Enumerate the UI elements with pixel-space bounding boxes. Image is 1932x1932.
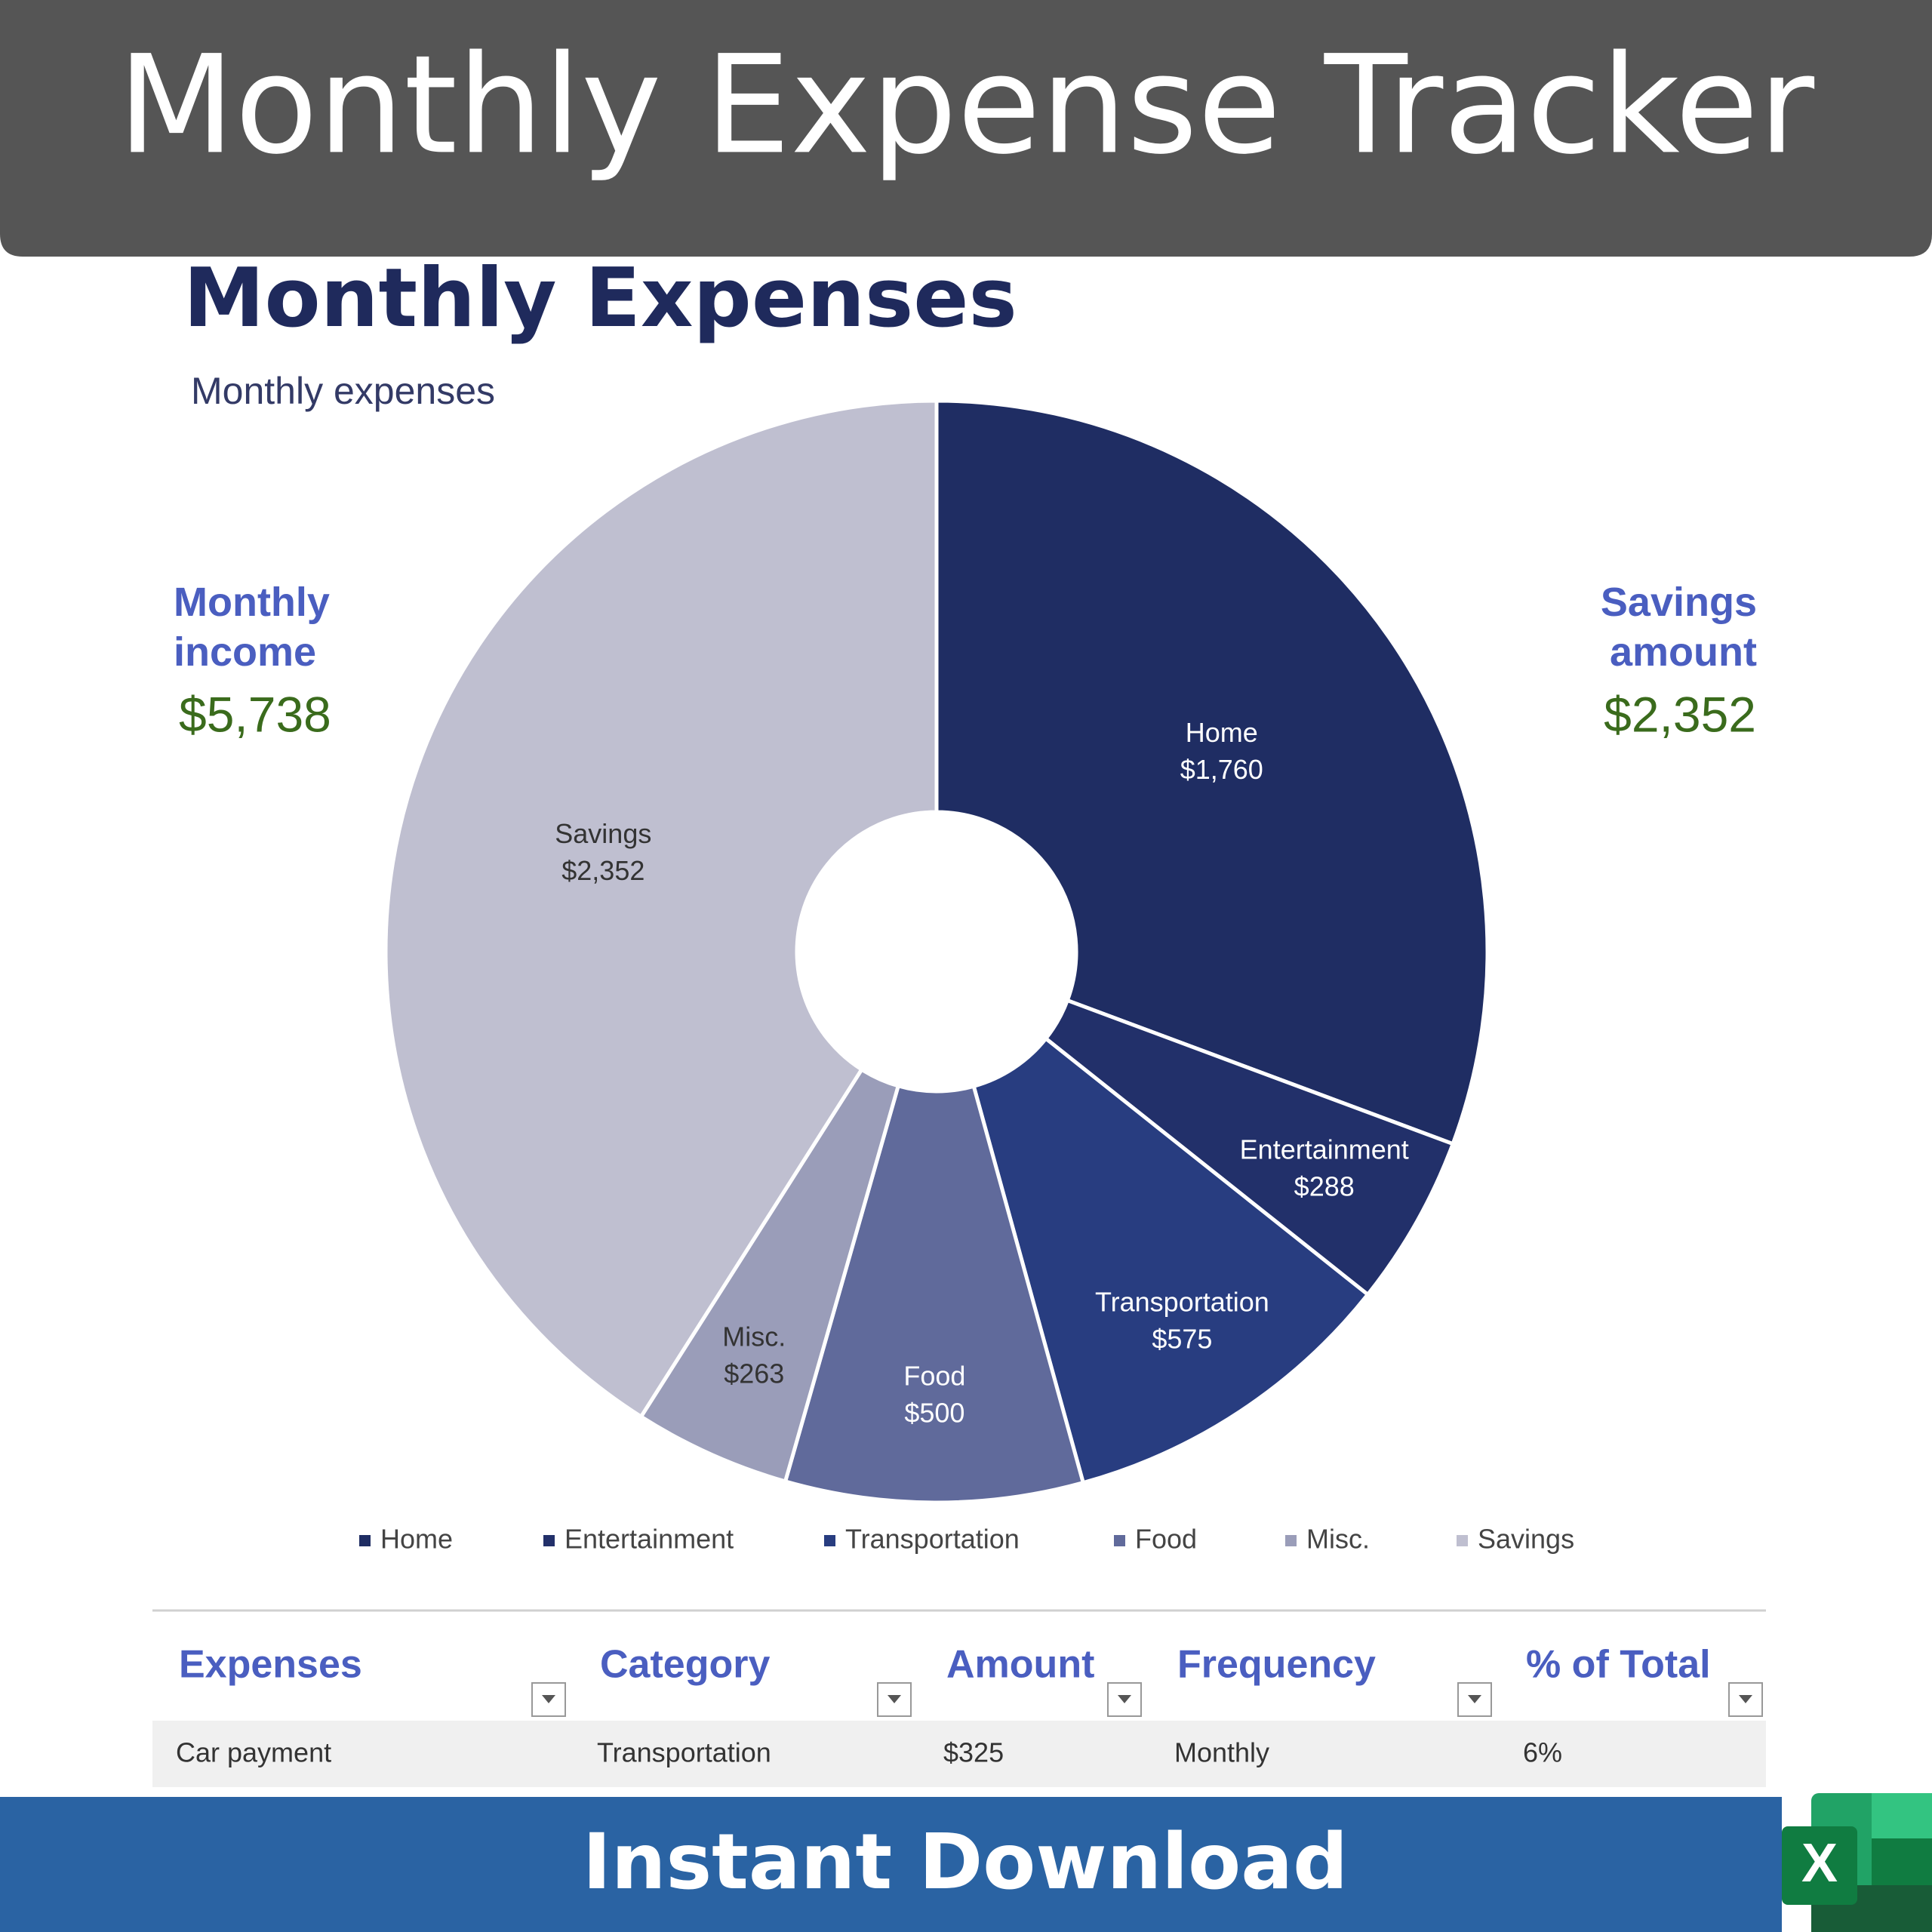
footer-bar: [0, 1797, 1782, 1932]
table-cell: $325: [943, 1737, 1004, 1768]
legend-label: Entertainment: [565, 1524, 734, 1555]
legend-marker: [824, 1535, 835, 1546]
income-label-box: Monthly income: [174, 580, 330, 675]
column-header: Amount: [946, 1643, 1094, 1687]
slice-label-value: $575: [1152, 1324, 1212, 1355]
filter-button-arrow: [1468, 1695, 1481, 1703]
donut-chart: Home $1,760 Entertainment $288 Transportatio…: [383, 398, 1490, 1505]
slice: [783, 1083, 1086, 1505]
slice-label-value: $263: [724, 1358, 784, 1389]
filter-button-arrow: [1739, 1695, 1752, 1703]
chart-subtitle: Monthly expenses: [191, 370, 495, 412]
savings-label-box: Savings amount: [1600, 580, 1757, 675]
slice-label-name: Home: [1186, 717, 1258, 748]
slice: [1043, 998, 1456, 1297]
legend-marker: [543, 1535, 555, 1546]
table-row-band: [152, 1721, 1766, 1787]
legend-label: Home: [380, 1524, 453, 1555]
banner: [0, 0, 1932, 257]
table-cell: Transportation: [597, 1737, 771, 1768]
slice: [934, 398, 1490, 1146]
income-label: Monthly income: [174, 580, 330, 675]
income-value: $5,738: [179, 686, 331, 742]
legend-label: Savings: [1478, 1524, 1574, 1555]
excel-icon-label: X: [1801, 1833, 1838, 1894]
column-header: Frequency: [1177, 1643, 1376, 1687]
slice: [971, 1035, 1371, 1485]
slice-label-value: $500: [904, 1398, 964, 1429]
filter-button-arrow: [1118, 1695, 1131, 1703]
slice-label-name: Food: [903, 1361, 965, 1392]
savings-value: $2,352: [1604, 686, 1756, 742]
slice-label-name: Misc.: [722, 1321, 786, 1352]
slice: [383, 398, 939, 1420]
legend: Home Entertainment Transportation Food Misc.…: [359, 1524, 1574, 1555]
filter-button[interactable]: [531, 1682, 566, 1717]
slice-label-value: $288: [1294, 1171, 1355, 1202]
legend-marker: [1114, 1535, 1125, 1546]
slice: [638, 1066, 901, 1484]
table-cell: Car payment: [176, 1737, 331, 1768]
column-header: Expenses: [179, 1643, 362, 1687]
savings-label: Savings amount: [1600, 580, 1757, 675]
slice-label-value: $2,352: [561, 855, 645, 886]
filter-button-arrow: [542, 1695, 555, 1703]
excel-icon: X: [1782, 1793, 1932, 1932]
banner-title: Monthly Expense Tracker: [118, 26, 1814, 184]
column-header: % of Total: [1526, 1643, 1711, 1687]
footer-text: Instant Download: [583, 1817, 1348, 1907]
slice-label-name: Savings: [555, 818, 651, 849]
filter-button[interactable]: [1107, 1682, 1142, 1717]
slice-label-value: $1,760: [1180, 754, 1263, 785]
table-cell: Monthly: [1174, 1737, 1269, 1768]
table-cell: 6%: [1523, 1737, 1562, 1768]
legend-label: Transportation: [845, 1524, 1020, 1555]
legend-marker: [359, 1535, 371, 1546]
filter-button[interactable]: [1728, 1682, 1763, 1717]
filter-button[interactable]: [1457, 1682, 1492, 1717]
legend-marker: [1457, 1535, 1468, 1546]
column-header: Category: [600, 1643, 770, 1687]
legend-label: Misc.: [1306, 1524, 1370, 1555]
chart-title: Monthly Expenses: [183, 251, 1017, 346]
slice-label-name: Transportation: [1095, 1287, 1269, 1318]
table: Expenses Category Amount Frequency % of Tota…: [176, 1643, 1763, 1768]
slice-label-name: Entertainment: [1240, 1134, 1409, 1165]
legend-marker: [1285, 1535, 1297, 1546]
filter-button-arrow: [888, 1695, 901, 1703]
legend-label: Food: [1135, 1524, 1197, 1555]
filter-button[interactable]: [877, 1682, 912, 1717]
